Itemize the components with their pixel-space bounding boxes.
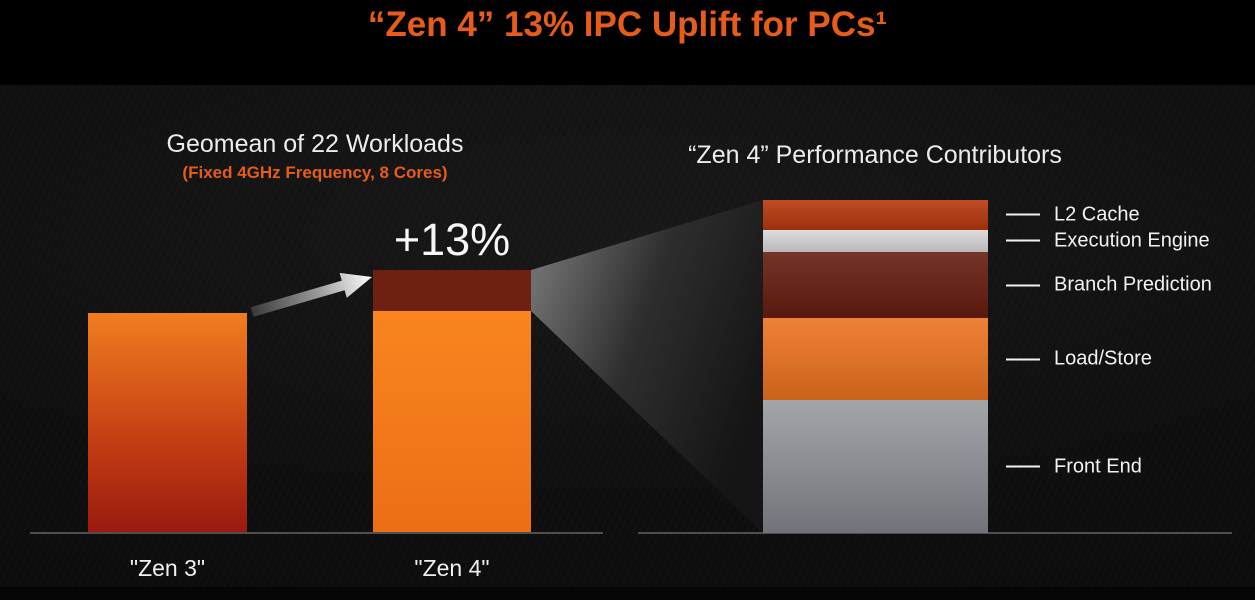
leader-dash-icon xyxy=(1006,358,1040,361)
category-label-zen4: "Zen 4" xyxy=(414,555,490,581)
footer-strip xyxy=(0,587,1255,600)
right-baseline xyxy=(638,532,1232,534)
segment-load-store xyxy=(763,318,988,401)
uplift-annotation: +13% xyxy=(393,214,511,265)
segment-front-end xyxy=(763,400,988,533)
label-text: Load/Store xyxy=(1054,347,1152,370)
label-text: Front End xyxy=(1054,455,1142,478)
bar-zen4-uplift-segment xyxy=(373,270,531,311)
label-text: L2 Cache xyxy=(1054,203,1140,226)
bar-zen4 xyxy=(373,270,531,533)
label-execution-engine: Execution Engine xyxy=(1006,229,1210,252)
label-load-store: Load/Store xyxy=(1006,348,1152,371)
leader-dash-icon xyxy=(1006,465,1040,468)
bar-zen3 xyxy=(88,313,247,533)
segment-l2-cache xyxy=(763,200,988,230)
left-chart-title: Geomean of 22 Workloads xyxy=(166,130,464,158)
slide-title: “Zen 4” 13% IPC Uplift for PCs¹ xyxy=(367,5,888,44)
label-front-end: Front End xyxy=(1006,455,1142,478)
contributor-labels: L2 Cache Execution Engine Branch Predict… xyxy=(1006,200,1255,533)
left-baseline xyxy=(30,532,603,534)
segment-branch-prediction xyxy=(763,251,988,319)
label-text: Branch Prediction xyxy=(1054,273,1212,296)
right-chart-title: “Zen 4” Performance Contributors xyxy=(688,141,1062,169)
leader-dash-icon xyxy=(1006,213,1040,216)
leader-dash-icon xyxy=(1006,239,1040,242)
leader-dash-icon xyxy=(1006,284,1040,287)
bar-zen4-base-segment xyxy=(373,311,531,533)
label-branch-prediction: Branch Prediction xyxy=(1006,274,1212,297)
left-chart-subtitle: (Fixed 4GHz Frequency, 8 Cores) xyxy=(182,163,448,182)
label-text: Execution Engine xyxy=(1054,229,1210,252)
segment-execution-engine xyxy=(763,229,988,252)
contributors-stacked-bar xyxy=(763,200,988,533)
label-l2-cache: L2 Cache xyxy=(1006,203,1140,226)
category-label-zen3: "Zen 3" xyxy=(129,555,206,581)
